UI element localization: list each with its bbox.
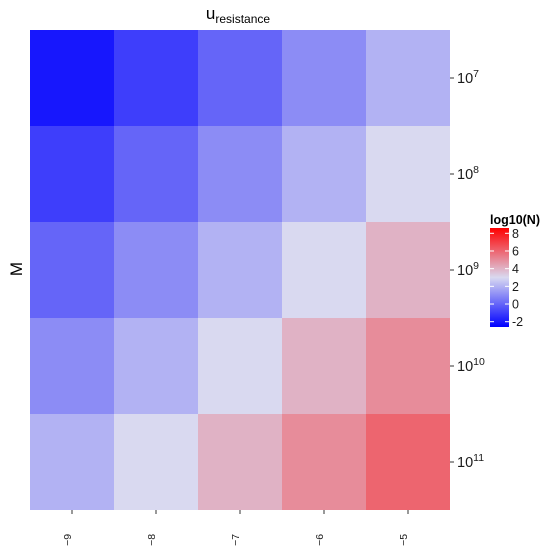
- legend-tick-label: 6: [512, 244, 519, 258]
- heatmap-cells: [30, 30, 450, 510]
- x-tick-label: 10−6: [314, 534, 333, 546]
- y-tick-label: 107: [457, 68, 479, 87]
- chart-title: uresistance: [206, 4, 270, 26]
- legend-tick-label: 4: [512, 262, 519, 276]
- heatmap-cell: [198, 126, 282, 222]
- x-tick-label: 10−7: [230, 534, 249, 546]
- heatmap-cell: [114, 222, 198, 318]
- legend-ticks: 8 6 4 2 0 -2: [490, 227, 523, 329]
- heatmap-cell: [366, 414, 450, 510]
- heatmap-cell: [30, 318, 114, 414]
- legend-tick-label: 2: [512, 280, 519, 294]
- heatmap-cell: [30, 414, 114, 510]
- legend-tick-label: -2: [512, 315, 523, 329]
- y-axis-title: M: [7, 262, 26, 276]
- heatmap-cell: [282, 126, 366, 222]
- color-legend: log10(N) 8 6 4 2 0 -2: [490, 213, 540, 329]
- heatmap-cell: [282, 30, 366, 126]
- x-tick-label: 10−8: [146, 534, 165, 546]
- heatmap-cell: [282, 414, 366, 510]
- y-axis-ticks: 107 108 109 1010 1011: [450, 68, 485, 471]
- x-tick-label: 10−9: [62, 534, 81, 546]
- chart-title-sub: resistance: [215, 12, 270, 26]
- y-tick-label: 1010: [457, 356, 485, 375]
- heatmap-cell: [114, 30, 198, 126]
- heatmap-cell: [114, 318, 198, 414]
- heatmap-cell: [198, 30, 282, 126]
- heatmap-cell: [114, 126, 198, 222]
- heatmap-cell: [198, 318, 282, 414]
- legend-title: log10(N): [490, 213, 540, 227]
- x-tick-label: 10−5: [398, 534, 417, 546]
- heatmap-cell: [282, 318, 366, 414]
- x-axis-ticks: 10−9 10−8 10−7 10−6 10−5: [62, 510, 417, 546]
- legend-tick-label: 8: [512, 227, 519, 241]
- heatmap-cell: [198, 414, 282, 510]
- y-tick-label: 109: [457, 260, 479, 279]
- heatmap-cell: [366, 126, 450, 222]
- legend-colorbar: [490, 228, 509, 327]
- heatmap-cell: [30, 30, 114, 126]
- heatmap-cell: [366, 222, 450, 318]
- heatmap-cell: [366, 318, 450, 414]
- heatmap-cell: [198, 222, 282, 318]
- y-tick-label: 108: [457, 164, 479, 183]
- y-tick-label: 1011: [457, 452, 484, 471]
- heatmap-cell: [282, 222, 366, 318]
- chart-title-base: u: [206, 4, 215, 23]
- heatmap-cell: [30, 126, 114, 222]
- heatmap-cell: [30, 222, 114, 318]
- heatmap-cell: [366, 30, 450, 126]
- heatmap-cell: [114, 414, 198, 510]
- legend-tick-label: 0: [512, 298, 519, 312]
